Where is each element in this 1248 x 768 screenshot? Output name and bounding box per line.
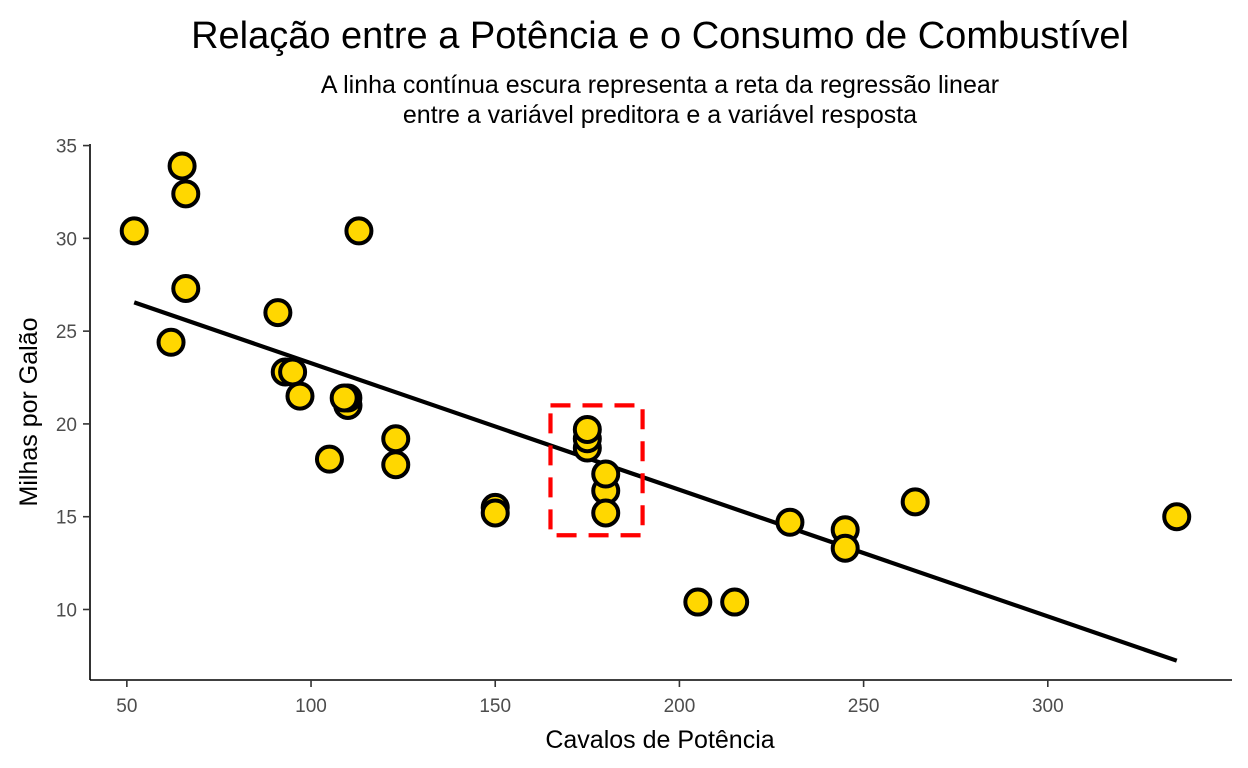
x-tick-label-3: 200: [664, 696, 696, 717]
plot-area: 50 100 150 200 250 300 10 15 20 25 30 35: [56, 137, 1232, 717]
y-axis-title: Milhas por Galão: [15, 318, 43, 507]
y-tick-label-1: 15: [56, 508, 77, 529]
data-point-8: [278, 357, 308, 387]
y-tick-label-2: 20: [56, 415, 77, 436]
data-point-12: [591, 459, 621, 489]
data-point-28: [900, 487, 930, 517]
regression-line: [133, 300, 1178, 663]
data-point-17: [171, 179, 201, 209]
y-tick-label-3: 25: [56, 322, 77, 343]
chart-title: Relação entre a Potência e o Consumo de …: [191, 15, 1129, 57]
data-point-16: [775, 507, 805, 537]
x-tick-label-2: 150: [479, 696, 511, 717]
data-point-7: [156, 327, 186, 357]
data-point-18: [119, 216, 149, 246]
data-point-25: [171, 273, 201, 303]
data-point-20: [285, 381, 315, 411]
y-tick-label-5: 35: [56, 137, 77, 158]
chart-subtitle-line-1: A linha contínua escura representa a ret…: [321, 71, 999, 99]
x-tick-label-5: 300: [1032, 696, 1064, 717]
x-tick-label-0: 50: [116, 696, 137, 717]
data-point-27: [344, 216, 374, 246]
data-point-9: [381, 424, 411, 454]
data-point-31: [329, 383, 359, 413]
chart-subtitle-line-2: entre a variável preditora e a variável …: [403, 101, 917, 129]
y-tick-label-0: 10: [56, 600, 77, 621]
data-point-29: [572, 414, 602, 444]
x-axis-title: Cavalos de Potência: [545, 726, 774, 754]
data-point-19: [167, 151, 197, 181]
y-tick-label-4: 30: [56, 229, 77, 250]
data-point-30: [1162, 502, 1192, 532]
data-point-13: [591, 498, 621, 528]
x-tick-label-4: 250: [848, 696, 880, 717]
data-point-14: [683, 587, 713, 617]
data-point-10: [381, 450, 411, 480]
data-point-15: [720, 587, 750, 617]
data-point-5: [314, 444, 344, 474]
data-point-22: [480, 498, 510, 528]
highlight-box: [548, 403, 645, 538]
data-point-26: [263, 298, 293, 328]
data-point-23: [830, 533, 860, 563]
x-tick-label-1: 100: [295, 696, 327, 717]
